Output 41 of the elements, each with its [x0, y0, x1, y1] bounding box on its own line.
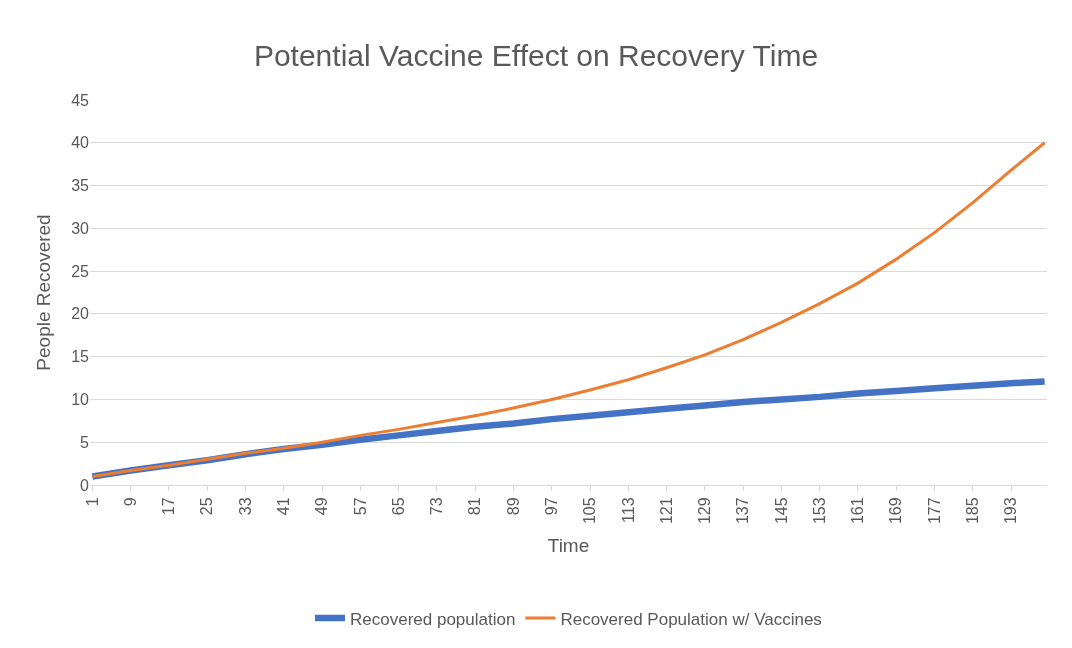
x-tick-label: 145 [772, 497, 790, 525]
x-tick-label: 9 [121, 497, 139, 507]
x-tick-label: 193 [1002, 497, 1020, 525]
y-tick-label: 5 [80, 433, 90, 451]
x-tick-label: 153 [810, 497, 828, 525]
x-axis-title: Time [547, 534, 590, 556]
y-tick-label: 45 [71, 91, 90, 109]
x-tick-label: 177 [925, 497, 943, 525]
line-series [90, 141, 1047, 478]
x-tick-label: 121 [657, 497, 675, 525]
x-tick-label: 81 [466, 497, 484, 516]
x-tick-label: 41 [274, 497, 292, 516]
x-tick-label: 17 [160, 497, 178, 516]
y-axis-title: People Recovered [33, 214, 55, 371]
x-tick-label: 161 [849, 497, 867, 525]
x-tick-label: 185 [964, 497, 982, 525]
x-tick-label: 65 [389, 497, 407, 516]
x-tick-label: 33 [236, 497, 254, 516]
x-tick-label: 169 [887, 497, 905, 525]
x-tick-label: 105 [581, 497, 599, 525]
x-tick-label: 73 [428, 497, 446, 516]
y-tick-label: 20 [71, 305, 90, 323]
legend-label: Recovered population [350, 609, 516, 629]
x-tick-label: 49 [313, 497, 331, 516]
y-tick-label: 40 [71, 134, 90, 152]
y-tick-label: 25 [71, 262, 90, 280]
x-tick-label: 1 [83, 497, 101, 507]
x-tick-label: 89 [504, 497, 522, 516]
y-tick-label: 10 [71, 391, 90, 409]
chart-title: Potential Vaccine Effect on Recovery Time [253, 39, 819, 73]
y-tick-label: 15 [71, 348, 90, 366]
x-tick-label: 137 [734, 497, 752, 525]
y-tick-label: 30 [71, 219, 90, 237]
x-tick-label: 129 [696, 497, 714, 525]
x-tick-label: 97 [542, 497, 560, 516]
y-tick-label: 0 [80, 476, 90, 494]
x-tick-label: 25 [198, 497, 216, 516]
x-tick-label: 57 [351, 497, 369, 516]
x-tick-label: 113 [619, 497, 637, 523]
y-tick-label: 35 [71, 177, 90, 195]
legend-label: Recovered Population w/ Vaccines [560, 609, 822, 629]
